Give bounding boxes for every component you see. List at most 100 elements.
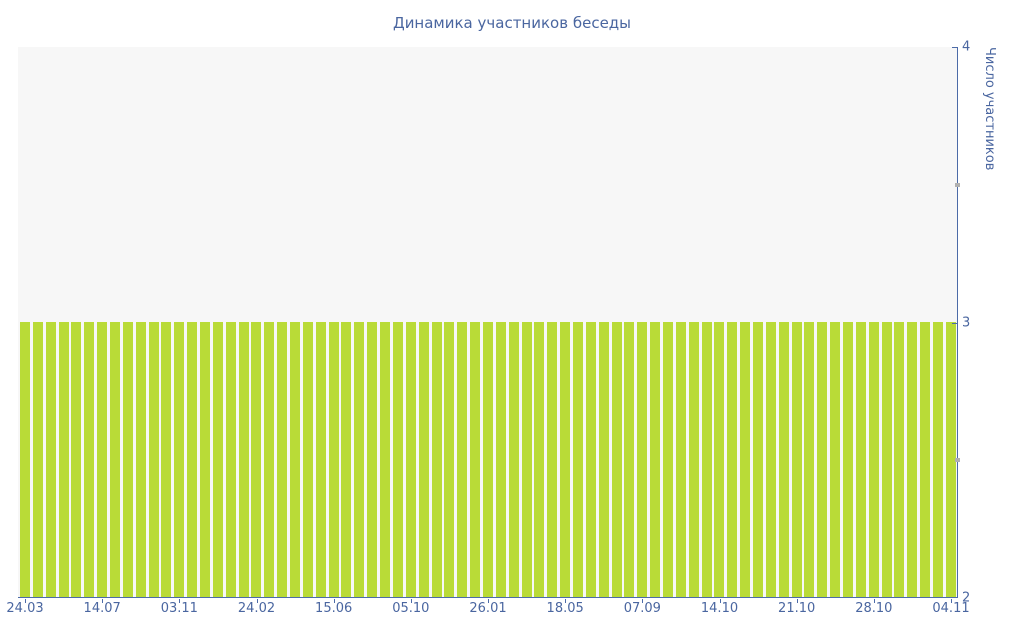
bar [84, 322, 95, 597]
x-tick-label: 15.06 [315, 601, 353, 616]
bar [418, 322, 429, 597]
bar [868, 322, 879, 597]
bar [200, 322, 211, 597]
bar [688, 322, 699, 597]
x-tick-label: 21.10 [778, 601, 816, 616]
x-axis-tick [951, 599, 952, 603]
bar [611, 322, 622, 597]
bar [662, 322, 673, 597]
bar [341, 322, 352, 597]
x-axis-tick [565, 599, 567, 603]
bar [585, 322, 596, 597]
bar [830, 322, 841, 597]
y-axis-minor-tick [955, 458, 960, 463]
bar [212, 322, 223, 597]
bar [457, 322, 468, 597]
plot-area [18, 47, 960, 603]
bar [714, 322, 725, 597]
bar [752, 322, 763, 597]
bars-container [20, 47, 956, 597]
bar [740, 322, 751, 597]
bar [431, 322, 442, 597]
y-axis-tick [952, 322, 958, 324]
bar [572, 322, 583, 597]
bar [290, 322, 301, 597]
bar [302, 322, 313, 597]
x-tick-label: 14.10 [700, 601, 739, 616]
x-axis-line [18, 597, 958, 598]
bar [650, 322, 661, 597]
y-axis-title: Число участников [982, 47, 997, 171]
y-axis-minor-tick [955, 182, 960, 187]
x-axis-tick [873, 599, 875, 603]
y-tick-label: 4 [962, 39, 971, 55]
bar [110, 322, 121, 597]
bar [20, 322, 30, 597]
bar [264, 322, 275, 597]
bar [367, 322, 378, 597]
chart-title: Динамика участников беседы [392, 14, 632, 32]
x-tick-label: 14.07 [83, 601, 121, 616]
bar [482, 322, 493, 597]
bar [560, 322, 571, 597]
x-axis-tick [25, 599, 26, 603]
bar [598, 322, 609, 597]
bar [122, 322, 133, 597]
x-axis-tick [102, 599, 104, 603]
x-tick-label: 24.03 [6, 601, 44, 616]
bar [495, 322, 506, 597]
bar [817, 322, 828, 597]
y-axis-tick [952, 47, 958, 48]
x-axis-tick [796, 599, 798, 603]
bar [161, 322, 172, 597]
bar [727, 322, 738, 597]
x-tick-label: 28.10 [855, 601, 893, 616]
bar [765, 322, 776, 597]
bar [148, 322, 159, 597]
bar [328, 322, 339, 597]
bar [444, 322, 455, 597]
bar [405, 322, 416, 597]
x-tick-label: 07.09 [623, 601, 661, 616]
bar [187, 322, 198, 597]
bar [624, 322, 635, 597]
bar [380, 322, 391, 597]
y-tick-label: 3 [962, 315, 971, 330]
bar [920, 322, 931, 597]
bar [881, 322, 892, 597]
bar [907, 322, 918, 597]
bar [315, 322, 326, 597]
y-tick-label: 2 [962, 590, 971, 606]
bar [894, 322, 905, 597]
bar [135, 322, 146, 597]
bar [251, 322, 262, 597]
bar [843, 322, 853, 597]
bar [71, 322, 82, 597]
bar [45, 322, 56, 597]
bar [354, 322, 365, 597]
x-axis-tick [333, 599, 335, 603]
x-axis-tick [410, 599, 412, 603]
bar [521, 322, 532, 597]
bar [508, 322, 519, 597]
x-tick-label: 24.02 [237, 601, 276, 616]
bar [470, 322, 481, 597]
x-axis-tick [719, 599, 721, 603]
x-tick-label: 18.05 [546, 601, 584, 616]
bar [58, 322, 69, 597]
bar [855, 322, 866, 597]
bar [804, 322, 815, 597]
bar [701, 322, 712, 597]
bar [534, 322, 545, 597]
y-axis-tick [952, 597, 958, 598]
bar [225, 322, 236, 597]
bar [791, 322, 802, 597]
x-tick-label: 04.11 [932, 601, 970, 616]
bar [97, 322, 108, 597]
bar [933, 322, 944, 597]
bar [238, 322, 249, 597]
bar [32, 322, 43, 597]
bar [547, 322, 558, 597]
x-tick-label: 03.11 [160, 601, 198, 616]
